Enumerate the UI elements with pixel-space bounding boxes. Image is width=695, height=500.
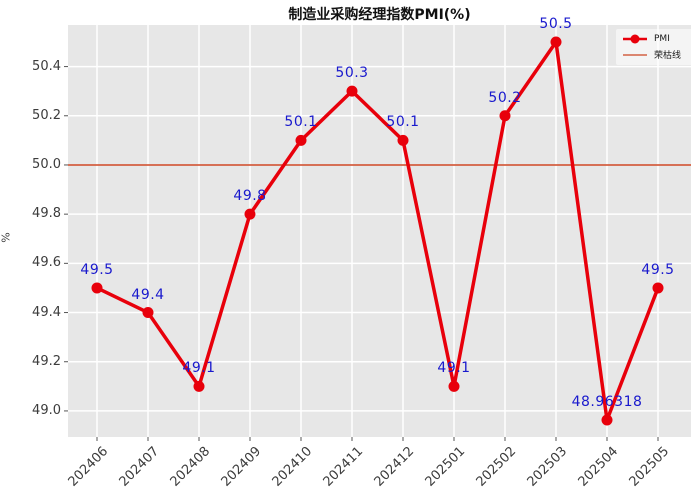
point-value-label: 49.4 bbox=[131, 286, 165, 303]
data-point-202411 bbox=[346, 85, 358, 97]
point-value-label: 49.5 bbox=[80, 261, 114, 278]
y-tick-label: 50.2 bbox=[32, 107, 61, 123]
y-tick-label: 49.2 bbox=[32, 353, 61, 369]
y-tick-label: 50.0 bbox=[32, 156, 61, 172]
data-point-202409 bbox=[244, 208, 256, 220]
y-tick-label: 49.0 bbox=[32, 402, 61, 418]
point-value-label: 49.1 bbox=[437, 360, 471, 377]
y-tick-label: 49.6 bbox=[32, 255, 61, 271]
point-value-label: 50.3 bbox=[335, 65, 369, 82]
data-point-202503 bbox=[550, 36, 562, 48]
point-value-label: 50.2 bbox=[488, 89, 522, 106]
legend-item-reference: 荣枯线 bbox=[622, 48, 689, 61]
y-axis-title: % bbox=[0, 232, 13, 243]
y-tick-label: 49.8 bbox=[32, 206, 61, 222]
pmi-series-line bbox=[95, 40, 660, 422]
data-point-202407 bbox=[142, 307, 154, 319]
legend-label: PMI bbox=[654, 34, 670, 44]
pmi-marker-icon bbox=[623, 34, 647, 44]
legend-label: 荣枯线 bbox=[654, 51, 682, 61]
data-point-202406 bbox=[91, 282, 103, 294]
data-point-202410 bbox=[295, 134, 307, 146]
chart-title: 制造业采购经理指数PMI(%) bbox=[288, 7, 471, 23]
data-point-202408 bbox=[193, 380, 205, 392]
data-point-202505 bbox=[652, 282, 664, 294]
line-marker-icon bbox=[623, 53, 647, 56]
legend-item-pmi: PMI bbox=[622, 33, 689, 45]
point-value-label: 49.5 bbox=[641, 261, 675, 278]
point-value-label: 49.8 bbox=[233, 188, 267, 205]
point-value-label: 49.1 bbox=[182, 360, 216, 377]
data-point-202412 bbox=[397, 134, 409, 146]
point-value-label: 50.5 bbox=[539, 15, 573, 32]
y-tick-label: 49.4 bbox=[32, 304, 61, 320]
data-point-202501 bbox=[448, 380, 460, 392]
point-value-label: 50.1 bbox=[284, 114, 318, 131]
y-tick-label: 50.4 bbox=[32, 58, 61, 74]
data-point-202504 bbox=[601, 414, 613, 426]
plot-area bbox=[68, 25, 691, 437]
point-value-label: 50.1 bbox=[386, 114, 420, 131]
point-value-label: 48.96318 bbox=[571, 393, 643, 410]
legend: PMI 荣枯线 bbox=[616, 29, 694, 65]
data-point-202502 bbox=[499, 110, 511, 122]
